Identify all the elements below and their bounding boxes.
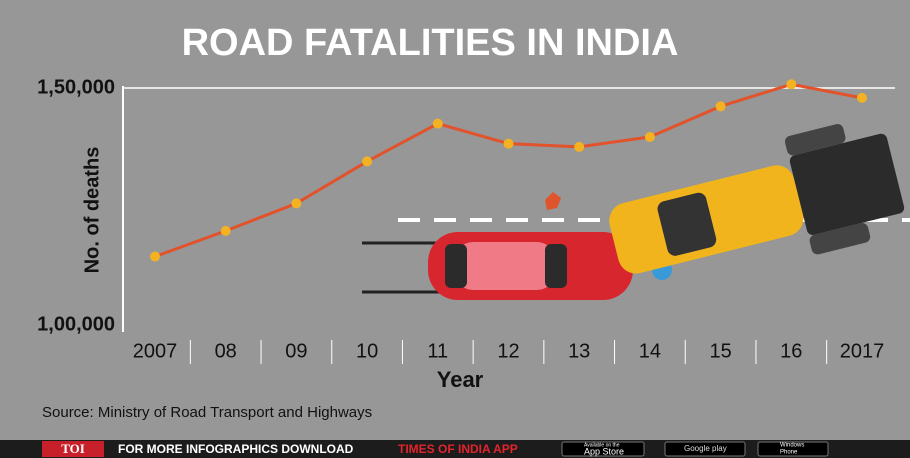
store-name: Phone xyxy=(780,450,798,456)
x-tick-label: 14 xyxy=(639,340,661,362)
x-tick-label: 08 xyxy=(215,340,237,362)
x-tick-label: 11 xyxy=(427,340,448,362)
store-badge[interactable] xyxy=(561,441,645,457)
marker xyxy=(574,141,585,152)
store-small: Available on the xyxy=(584,442,620,448)
marker xyxy=(432,118,443,129)
x-axis-label: Year xyxy=(437,367,484,392)
x-tick-label: 10 xyxy=(356,340,378,362)
marker xyxy=(786,79,797,90)
footer-app: TIMES OF INDIA APP xyxy=(398,442,518,456)
marker xyxy=(857,92,867,103)
footer-brand: TOI xyxy=(61,441,85,456)
marker xyxy=(362,156,373,167)
store-small: Windows xyxy=(780,443,804,449)
crash-illustration xyxy=(362,124,910,300)
x-tick-label: 2017 xyxy=(840,340,885,362)
marker xyxy=(715,101,726,112)
marker xyxy=(150,251,160,262)
marker xyxy=(503,138,514,149)
x-tick-label: 13 xyxy=(568,340,590,362)
source: Source: Ministry of Road Transport and H… xyxy=(42,404,372,421)
x-tick-label: 2007 xyxy=(133,340,178,362)
x-tick-label: 12 xyxy=(497,340,519,362)
x-tick-label: 15 xyxy=(709,340,731,362)
y-tick-label: 1,00,000 xyxy=(37,313,115,335)
x-tick-label: 16 xyxy=(780,340,802,362)
store-name: Google play xyxy=(684,444,727,453)
y-axis-label: No. of deaths xyxy=(81,147,103,274)
marker xyxy=(220,225,231,236)
footer-logo xyxy=(42,441,104,457)
x-tick-label: 09 xyxy=(285,340,307,362)
store-badge[interactable] xyxy=(757,441,829,457)
marker xyxy=(291,198,302,209)
store-badge[interactable] xyxy=(664,441,746,457)
store-name: App Store xyxy=(584,446,624,456)
chart-title: ROAD FATALITIES IN INDIA xyxy=(182,22,679,64)
marker xyxy=(644,131,655,142)
y-tick-label: 1,50,000 xyxy=(37,76,115,98)
footer-text: FOR MORE INFOGRAPHICS DOWNLOAD xyxy=(118,442,354,456)
